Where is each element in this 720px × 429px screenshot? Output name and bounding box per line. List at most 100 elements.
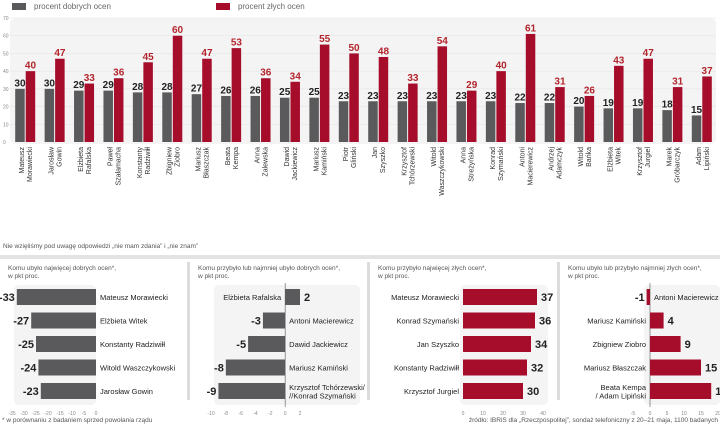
x-tick-label-line: Beata xyxy=(225,147,232,165)
bar-good xyxy=(279,97,290,142)
category-label: Mariusz Kamiński xyxy=(289,364,348,373)
source-note: źródło: IBRiS dla „Rzeczpospolitej”, son… xyxy=(468,417,718,424)
y-tick-label: 10 xyxy=(3,122,9,128)
x-tick-label-line: Anna xyxy=(460,147,467,163)
x-tick-label: AndrzejAdamczyk xyxy=(549,147,564,180)
x-tick-label: 20 xyxy=(500,411,506,417)
x-tick-label: -8 xyxy=(224,411,229,417)
x-tick-label: KonstantyRadziwiłł xyxy=(137,147,152,179)
panel-title-main: Komu przybyło lub najmniej ubyło dobrych… xyxy=(198,265,340,272)
panel-separator xyxy=(187,262,190,400)
legend-swatch-bad xyxy=(215,2,230,10)
x-tick-label: 20 xyxy=(715,411,720,417)
bar-bad xyxy=(614,65,624,142)
data-label: 36 xyxy=(539,316,551,328)
x-tick-label-line: Kamiński xyxy=(321,147,328,176)
x-tick-label-line: Anna xyxy=(255,147,262,163)
data-label-good: 18 xyxy=(662,100,674,111)
data-label-bad: 47 xyxy=(201,48,213,59)
data-label-good: 23 xyxy=(397,91,409,102)
bar-bad xyxy=(466,90,477,142)
bar-bad xyxy=(202,58,212,142)
bar-good xyxy=(603,108,614,142)
data-label-bad: 40 xyxy=(496,61,508,72)
data-label-bad: 48 xyxy=(378,46,390,57)
bar xyxy=(16,289,96,305)
data-label-bad: 37 xyxy=(701,66,713,77)
x-tick-label-line: Tchórzewski xyxy=(410,147,417,186)
x-tick-label-line: Dawid xyxy=(284,147,291,167)
x-tick-label-line: Ziobro xyxy=(174,147,181,167)
category-label: Mariusz Kamiński xyxy=(587,317,646,326)
data-label-good: 30 xyxy=(14,78,26,89)
category-label: Krzysztof Jurgiel xyxy=(404,387,459,396)
x-tick-label: 0 xyxy=(649,411,652,417)
bar-bad xyxy=(525,33,536,142)
panel-chart: -33 Mateusz Morawiecki -27 Elżbieta Witek -2… xyxy=(0,285,175,417)
data-label-good: 28 xyxy=(132,82,144,93)
x-tick-label-line: Gróbarczyk xyxy=(674,147,681,183)
bar-good xyxy=(691,115,702,142)
data-label: -8 xyxy=(214,363,224,375)
x-tick-label-line: Jurgiel xyxy=(645,147,652,168)
panel-subtitle: w pkt proc. xyxy=(198,273,230,280)
x-tick-label: -4 xyxy=(253,411,258,417)
category-label: Elżbieta Witek xyxy=(100,317,148,326)
data-label-good: 19 xyxy=(603,98,615,109)
panel-title-main: Komu przybyło najwięcej złych ocen*, xyxy=(378,265,487,272)
section-divider xyxy=(0,255,720,259)
data-label-bad: 31 xyxy=(554,77,566,88)
bar-bad xyxy=(584,95,595,142)
bar-good xyxy=(456,101,466,142)
category-label: Konstanty Radziwiłł xyxy=(100,340,165,349)
x-tick-label: BeataKempa xyxy=(225,147,240,169)
x-tick-label-line: Błaszczak xyxy=(204,147,211,179)
x-tick-label: -30 xyxy=(20,411,27,417)
data-label: -9 xyxy=(207,386,217,398)
data-label-good: 25 xyxy=(279,87,291,98)
panel-good-loss-most: Komu ubyło najwięcej dobrych ocen*, w pk… xyxy=(0,259,178,417)
x-tick-label: 0 xyxy=(284,411,287,417)
data-label: 30 xyxy=(527,386,539,398)
data-label-bad: 55 xyxy=(319,34,331,45)
x-tick-label-line: Konrad xyxy=(490,147,497,170)
x-tick-label: 0 xyxy=(462,411,465,417)
y-tick-label: 20 xyxy=(3,105,9,111)
data-label: 15 xyxy=(705,363,717,375)
legend-label-good: procent dobrych ocen xyxy=(34,1,111,11)
bar-good xyxy=(338,101,349,142)
y-tick-label: 40 xyxy=(3,69,9,75)
panel-chart: 2 Elżbieta Rafalska -3 Antoni Macierewicz -5… xyxy=(207,283,365,417)
x-tick-label-line: Andrzej xyxy=(549,147,556,171)
panel-chart: 37 Mateusz Morawiecki 36 Konrad Szymański 34… xyxy=(391,285,553,417)
data-label-good: 20 xyxy=(573,96,585,107)
bar-good xyxy=(221,95,231,142)
data-label-good: 25 xyxy=(309,87,321,98)
x-tick-label: -6 xyxy=(238,411,243,417)
legend-item-good: procent dobrych ocen xyxy=(12,2,111,11)
x-tick-label: KrzysztofJurgiel xyxy=(637,147,652,176)
bar xyxy=(650,312,664,329)
data-label-good: 26 xyxy=(220,85,232,96)
bar-good xyxy=(162,92,172,142)
x-tick-label-line: Szymański xyxy=(498,147,505,181)
data-label: -25 xyxy=(18,339,34,351)
x-tick-label: -15 xyxy=(56,411,63,417)
x-tick-label: -10 xyxy=(207,411,214,417)
x-tick-label: 2 xyxy=(299,411,302,417)
x-tick-label-line: Jackiewicz xyxy=(292,147,299,181)
data-label-bad: 61 xyxy=(525,23,537,34)
data-label-bad: 47 xyxy=(54,48,66,59)
bar-good xyxy=(191,94,202,142)
x-tick-label: MateuszMorawiecki xyxy=(19,147,34,183)
panel-subtitle: w pkt proc. xyxy=(8,273,40,280)
data-label-good: 23 xyxy=(456,91,468,102)
category-label: Dawid Jackiewicz xyxy=(289,340,348,349)
data-label-good: 23 xyxy=(485,91,497,102)
category-label: Konstanty Radziwiłł xyxy=(394,364,459,373)
data-label-good: 15 xyxy=(691,105,703,116)
bar-good xyxy=(544,103,555,142)
bar-good xyxy=(397,101,408,142)
data-label-good: 19 xyxy=(632,98,644,109)
x-tick-label: ZbigniewZiobro xyxy=(166,146,181,175)
